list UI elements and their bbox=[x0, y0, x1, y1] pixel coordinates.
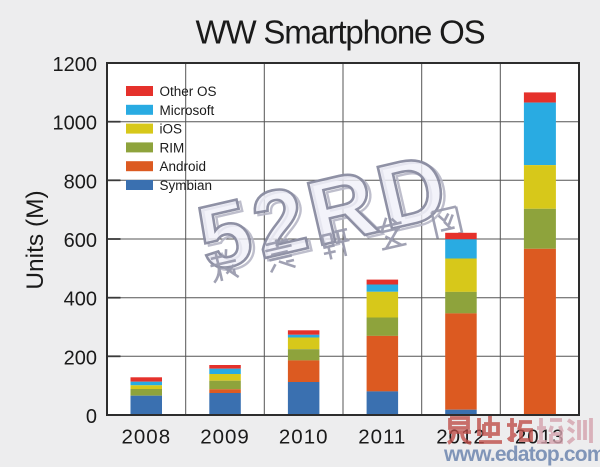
svg-text:0: 0 bbox=[86, 406, 97, 428]
svg-text:2011: 2011 bbox=[358, 426, 406, 449]
svg-text:800: 800 bbox=[64, 171, 97, 193]
svg-text:iOS: iOS bbox=[160, 122, 183, 137]
svg-text:Microsoft: Microsoft bbox=[160, 103, 215, 118]
svg-text:2009: 2009 bbox=[200, 426, 250, 449]
svg-text:1200: 1200 bbox=[53, 54, 98, 76]
svg-text:www.edatop.com: www.edatop.com bbox=[443, 443, 600, 466]
svg-text:Symbian: Symbian bbox=[160, 178, 213, 193]
svg-text:WW Smartphone OS: WW Smartphone OS bbox=[196, 14, 485, 51]
svg-text:1000: 1000 bbox=[53, 113, 98, 135]
svg-text:2008: 2008 bbox=[121, 426, 171, 449]
svg-text:Android: Android bbox=[160, 159, 207, 174]
svg-text:RIM: RIM bbox=[160, 140, 185, 155]
svg-text:Other OS: Other OS bbox=[160, 84, 217, 99]
svg-text:2010: 2010 bbox=[279, 426, 329, 449]
svg-text:600: 600 bbox=[64, 230, 97, 252]
svg-text:200: 200 bbox=[64, 347, 97, 369]
svg-text:Units (M): Units (M) bbox=[22, 190, 49, 289]
svg-text:400: 400 bbox=[64, 289, 97, 311]
